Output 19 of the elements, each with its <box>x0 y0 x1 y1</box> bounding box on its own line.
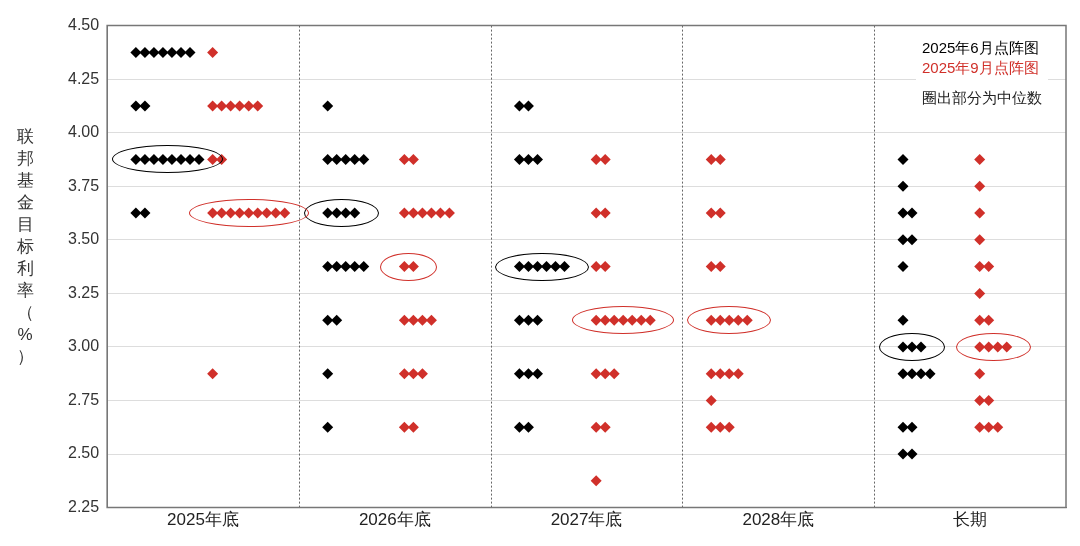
x-tick-label: 2026年底 <box>358 510 431 530</box>
y-tick-label: 2.75 <box>68 390 100 408</box>
text: 2025年9月点阵图 <box>922 58 1040 78</box>
y-tick-label: 2.25 <box>68 498 100 516</box>
y-tick-label: 2.50 <box>68 444 100 462</box>
x-tick-label: 2027年底 <box>550 510 623 530</box>
y-tick-label: 3.25 <box>68 283 100 301</box>
y-tick-label: 3.00 <box>68 337 100 355</box>
y-tick-label: 4.25 <box>68 69 100 87</box>
y-tick-label: 3.75 <box>68 176 100 194</box>
x-tick-label: 2025年底 <box>167 510 239 530</box>
text: 联邦基金目标利率（%） <box>16 127 34 366</box>
y-tick-label: 4.50 <box>68 16 100 34</box>
annotation: 圈出部分为中位数 <box>922 88 1042 108</box>
x-tick-label: 2028年底 <box>742 510 815 530</box>
x-tick-label: 长期 <box>953 510 988 530</box>
y-tick-label: 4.00 <box>68 123 100 141</box>
y-tick-label: 3.50 <box>68 230 100 248</box>
text: 2025年6月点阵图 <box>922 38 1040 58</box>
